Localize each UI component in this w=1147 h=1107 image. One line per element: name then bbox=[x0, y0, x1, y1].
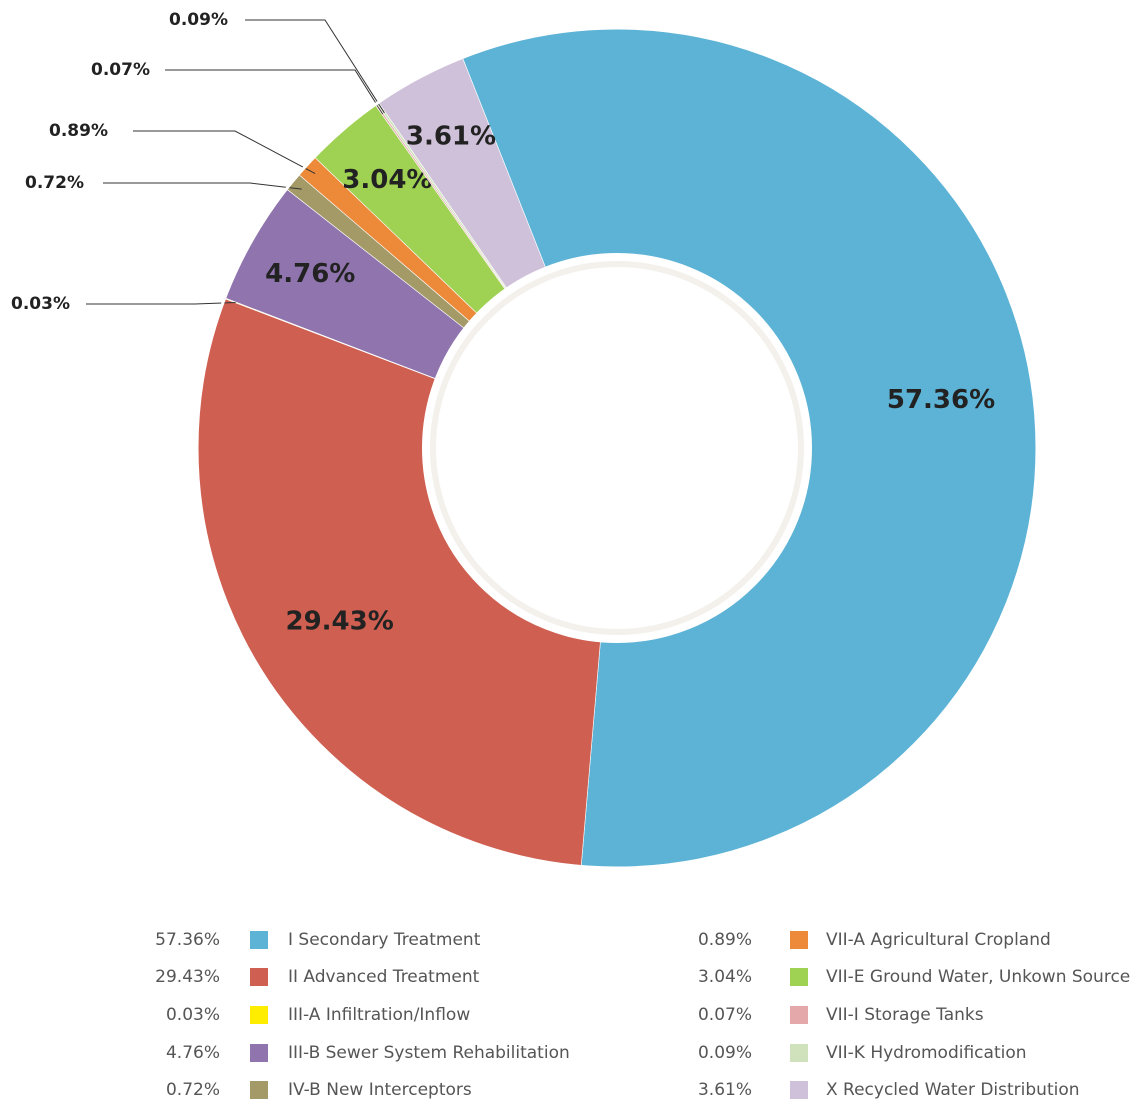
leader-line bbox=[165, 69, 384, 115]
legend-value: 0.89% bbox=[698, 930, 752, 950]
legend-label: VII-E Ground Water, Unkown Source bbox=[826, 967, 1130, 987]
slice-label: 0.09% bbox=[169, 10, 228, 30]
leader-line bbox=[103, 182, 302, 190]
legend-value: 0.72% bbox=[166, 1080, 220, 1100]
outer-border bbox=[195, 26, 1039, 870]
hole bbox=[436, 267, 798, 629]
legend-label: X Recycled Water Distribution bbox=[826, 1080, 1080, 1100]
legend-value: 57.36% bbox=[155, 930, 220, 950]
leader-line bbox=[245, 19, 385, 114]
legend-swatch bbox=[250, 1044, 268, 1062]
slice-label: 0.07% bbox=[91, 60, 150, 80]
legend-value: 0.09% bbox=[698, 1043, 752, 1063]
slice-label: 0.72% bbox=[25, 173, 84, 193]
legend-label: I Secondary Treatment bbox=[288, 930, 481, 950]
slice-label: 57.36% bbox=[887, 385, 995, 415]
legend-swatch bbox=[250, 968, 268, 986]
legend-swatch bbox=[790, 1044, 808, 1062]
legend-swatch bbox=[790, 1006, 808, 1024]
legend-label: III-B Sewer System Rehabilitation bbox=[288, 1043, 570, 1063]
legend-value: 4.76% bbox=[166, 1043, 220, 1063]
legend-label: VII-A Agricultural Cropland bbox=[826, 930, 1051, 950]
legend-label: VII-I Storage Tanks bbox=[826, 1005, 984, 1025]
leader-line bbox=[86, 301, 236, 305]
legend-label: II Advanced Treatment bbox=[288, 967, 480, 987]
slice-label: 0.89% bbox=[49, 121, 108, 141]
legend-swatch bbox=[790, 968, 808, 986]
legend-label: IV-B New Interceptors bbox=[288, 1080, 472, 1100]
leader-line bbox=[133, 130, 316, 174]
slice-label: 0.03% bbox=[11, 294, 70, 314]
slice-label: 4.76% bbox=[265, 259, 355, 289]
slice-label: 3.61% bbox=[406, 122, 496, 152]
legend-value: 0.07% bbox=[698, 1005, 752, 1025]
legend-swatch bbox=[250, 1006, 268, 1024]
legend-swatch bbox=[250, 1081, 268, 1099]
legend-value: 3.61% bbox=[698, 1080, 752, 1100]
legend-value: 3.04% bbox=[698, 967, 752, 987]
legend-label: VII-K Hydromodification bbox=[826, 1043, 1027, 1063]
legend-swatch bbox=[250, 931, 268, 949]
slice-label: 3.04% bbox=[342, 165, 432, 195]
legend-value: 29.43% bbox=[155, 967, 220, 987]
legend-label: III-A Infiltration/Inflow bbox=[288, 1005, 470, 1025]
legend-value: 0.03% bbox=[166, 1005, 220, 1025]
slice-label: 29.43% bbox=[286, 607, 394, 637]
legend-swatch bbox=[790, 931, 808, 949]
legend-swatch bbox=[790, 1081, 808, 1099]
